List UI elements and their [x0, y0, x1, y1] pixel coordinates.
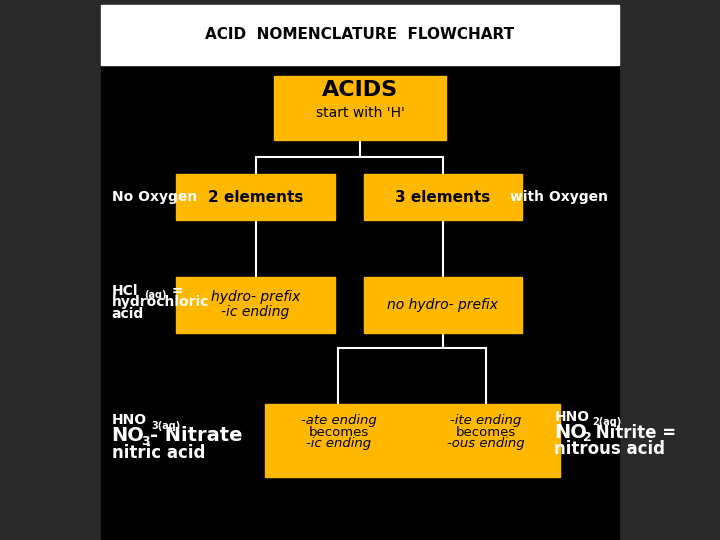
- FancyBboxPatch shape: [364, 174, 522, 220]
- FancyBboxPatch shape: [265, 404, 412, 477]
- Text: becomes: becomes: [308, 426, 369, 438]
- Text: 2 elements: 2 elements: [208, 190, 303, 205]
- Text: =: =: [167, 284, 184, 298]
- Text: no hydro- prefix: no hydro- prefix: [387, 298, 498, 312]
- FancyBboxPatch shape: [101, 5, 619, 65]
- Text: hydrochloric: hydrochloric: [112, 295, 209, 309]
- Text: No Oxygen: No Oxygen: [112, 190, 197, 204]
- Text: HCl: HCl: [112, 284, 138, 298]
- Text: -ic ending: -ic ending: [222, 305, 289, 319]
- Text: acid: acid: [112, 307, 144, 321]
- Text: -ous ending: -ous ending: [447, 437, 525, 450]
- Text: -ite ending: -ite ending: [451, 414, 521, 427]
- FancyBboxPatch shape: [364, 276, 522, 333]
- Text: -ate ending: -ate ending: [300, 414, 377, 427]
- FancyBboxPatch shape: [176, 276, 335, 333]
- Text: -ic ending: -ic ending: [306, 437, 371, 450]
- Text: HNO: HNO: [112, 413, 147, 427]
- Text: 3 elements: 3 elements: [395, 190, 490, 205]
- Text: NO: NO: [112, 426, 145, 445]
- Text: ACID  NOMENCLATURE  FLOWCHART: ACID NOMENCLATURE FLOWCHART: [205, 26, 515, 42]
- Text: - Nitrate: - Nitrate: [150, 426, 242, 445]
- Text: ACIDS: ACIDS: [322, 80, 398, 100]
- Text: 3(aq): 3(aq): [151, 421, 181, 430]
- Text: 2(aq): 2(aq): [592, 417, 621, 427]
- Text: becomes: becomes: [456, 426, 516, 438]
- Text: Nitrite =: Nitrite =: [590, 423, 677, 442]
- Text: start with 'H': start with 'H': [315, 106, 405, 120]
- FancyBboxPatch shape: [274, 76, 446, 140]
- Text: HNO: HNO: [554, 410, 590, 424]
- Text: nitrous acid: nitrous acid: [554, 440, 665, 458]
- FancyBboxPatch shape: [101, 65, 619, 540]
- Text: NO: NO: [554, 423, 588, 442]
- Text: 3: 3: [141, 435, 150, 448]
- FancyBboxPatch shape: [412, 404, 560, 477]
- FancyBboxPatch shape: [176, 174, 335, 220]
- Text: hydro- prefix: hydro- prefix: [211, 290, 300, 304]
- Text: (aq): (aq): [144, 291, 166, 300]
- Text: with Oxygen: with Oxygen: [510, 190, 608, 204]
- Text: 2: 2: [583, 431, 592, 444]
- Text: nitric acid: nitric acid: [112, 443, 205, 462]
